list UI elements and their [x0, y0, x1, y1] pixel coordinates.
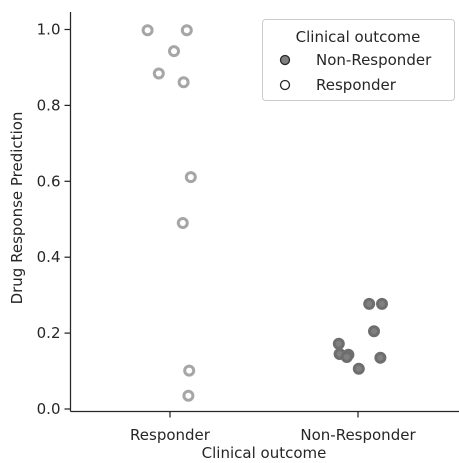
non-responder-point [374, 351, 387, 364]
legend: Clinical outcome Non-Responder Responder [262, 19, 455, 101]
axes [69, 12, 459, 413]
y-tick-label: 0.4 [37, 248, 61, 266]
non-responder-point [376, 297, 388, 310]
legend-label-responder: Responder [316, 76, 397, 94]
non-responder-point [332, 337, 345, 350]
responder-point [176, 217, 189, 230]
y-ticks: 0.0 0.2 0.4 0.6 0.8 1.0 [37, 21, 71, 418]
legend-marker-responder [279, 79, 291, 91]
non-responder-point [363, 297, 376, 310]
y-tick-label: 0.2 [37, 324, 61, 342]
non-responder-point [340, 351, 353, 364]
responder-point [183, 364, 196, 377]
legend-label-non-responder: Non-Responder [316, 51, 432, 69]
non-responder-point [368, 325, 380, 338]
y-tick-label: 1.0 [37, 21, 61, 39]
responder-point [180, 24, 193, 37]
responder-point [152, 67, 165, 80]
y-tick-label: 0.6 [37, 172, 61, 190]
x-tick-label: Non-Responder [300, 426, 416, 444]
responder-point [182, 389, 195, 402]
non-responder-point [352, 362, 365, 375]
responder-point [141, 24, 154, 37]
legend-frame [262, 19, 455, 101]
responder-point [177, 76, 190, 89]
y-tick-label: 0.8 [37, 96, 61, 114]
y-tick-label: 0.0 [37, 400, 61, 418]
x-axis-title: Clinical outcome [202, 444, 327, 462]
legend-title: Clinical outcome [296, 28, 421, 46]
x-ticks: Responder Non-Responder [130, 411, 416, 444]
x-tick-label: Responder [130, 426, 211, 444]
responder-point [184, 171, 197, 184]
legend-marker-non-responder [279, 54, 291, 66]
data-points [141, 24, 388, 402]
responder-point [168, 45, 180, 58]
y-axis-title: Drug Response Prediction [8, 112, 26, 305]
